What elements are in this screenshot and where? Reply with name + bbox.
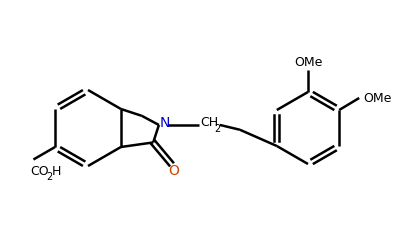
Text: CO: CO <box>30 165 49 178</box>
Text: 2: 2 <box>47 172 53 182</box>
Text: OMe: OMe <box>363 91 391 105</box>
Text: CH: CH <box>200 116 218 129</box>
Text: N: N <box>160 116 170 130</box>
Text: H: H <box>51 165 61 178</box>
Text: OMe: OMe <box>294 55 322 68</box>
Text: 2: 2 <box>214 124 220 134</box>
Text: O: O <box>168 164 179 178</box>
